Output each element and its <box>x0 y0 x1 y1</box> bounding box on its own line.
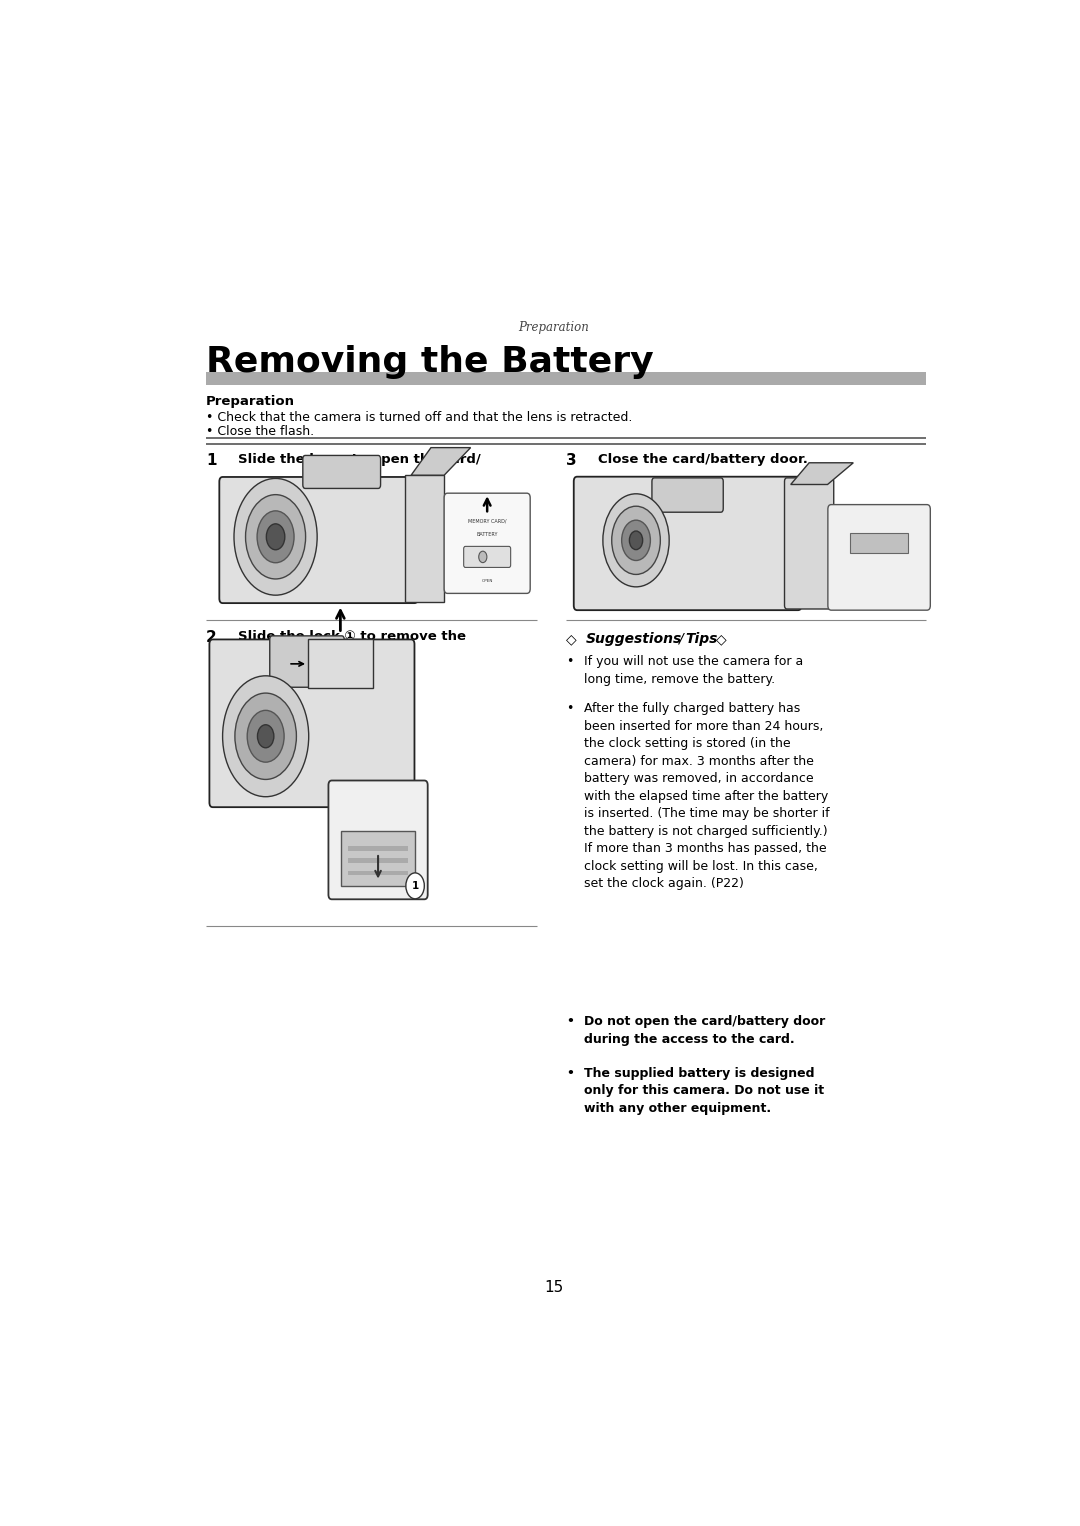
FancyBboxPatch shape <box>444 493 530 594</box>
Circle shape <box>406 873 424 899</box>
FancyBboxPatch shape <box>328 780 428 899</box>
FancyBboxPatch shape <box>573 476 801 610</box>
Circle shape <box>257 725 274 748</box>
Text: • Close the flash.: • Close the flash. <box>206 426 314 438</box>
Text: battery door.: battery door. <box>238 476 336 490</box>
Bar <box>349 859 407 862</box>
Circle shape <box>630 531 643 549</box>
Circle shape <box>267 523 285 549</box>
Bar <box>206 372 926 385</box>
Polygon shape <box>791 462 853 484</box>
Text: •: • <box>566 702 573 716</box>
Text: • Check that the camera is turned off and that the lens is retracted.: • Check that the camera is turned off an… <box>206 410 633 424</box>
Polygon shape <box>405 475 444 601</box>
Text: Removing the Battery: Removing the Battery <box>206 345 653 380</box>
Text: ◇: ◇ <box>716 632 727 645</box>
Text: •: • <box>566 1067 573 1080</box>
FancyBboxPatch shape <box>270 636 345 687</box>
Text: Suggestions: Suggestions <box>586 632 683 645</box>
Text: The supplied battery is designed
only for this camera. Do not use it
with any ot: The supplied battery is designed only fo… <box>584 1067 825 1114</box>
FancyBboxPatch shape <box>463 546 511 568</box>
Text: 15: 15 <box>544 1280 563 1296</box>
Text: •: • <box>566 1015 573 1029</box>
Circle shape <box>603 494 670 588</box>
Circle shape <box>222 676 309 797</box>
Text: Preparation: Preparation <box>518 320 589 334</box>
Bar <box>349 870 407 874</box>
Text: ◇: ◇ <box>566 632 577 645</box>
Circle shape <box>234 693 296 780</box>
Text: Slide the lever to open the card/: Slide the lever to open the card/ <box>238 453 481 467</box>
Circle shape <box>611 507 660 574</box>
Circle shape <box>257 511 294 563</box>
Text: Do not open the card/battery door
during the access to the card.: Do not open the card/battery door during… <box>584 1015 826 1045</box>
Text: 2: 2 <box>206 630 217 644</box>
FancyBboxPatch shape <box>784 478 834 609</box>
Circle shape <box>247 710 284 761</box>
Bar <box>850 534 908 552</box>
FancyBboxPatch shape <box>302 455 380 488</box>
Text: MEMORY CARD/: MEMORY CARD/ <box>468 519 507 523</box>
Text: Close the card/battery door.: Close the card/battery door. <box>598 453 808 467</box>
Bar <box>349 847 407 852</box>
Bar <box>341 832 415 887</box>
Text: 1: 1 <box>411 881 419 891</box>
Text: BATTERY: BATTERY <box>476 531 498 537</box>
FancyBboxPatch shape <box>219 478 418 603</box>
Text: •: • <box>566 656 573 668</box>
FancyBboxPatch shape <box>210 639 415 807</box>
Text: Preparation: Preparation <box>206 395 295 407</box>
Text: Tips: Tips <box>685 632 717 645</box>
FancyBboxPatch shape <box>652 478 724 513</box>
Circle shape <box>245 494 306 578</box>
Text: 3: 3 <box>566 453 577 468</box>
Text: 1: 1 <box>206 453 217 468</box>
Circle shape <box>622 520 650 560</box>
Text: /: / <box>678 632 683 645</box>
Bar <box>308 639 373 688</box>
Text: OPEN: OPEN <box>482 578 492 583</box>
Text: If you will not use the camera for a
long time, remove the battery.: If you will not use the camera for a lon… <box>584 656 804 687</box>
Text: battery.: battery. <box>238 653 297 667</box>
Circle shape <box>478 551 487 563</box>
Text: Slide the lock ① to remove the: Slide the lock ① to remove the <box>238 630 465 642</box>
Circle shape <box>234 479 318 595</box>
Polygon shape <box>411 447 471 475</box>
Text: After the fully charged battery has
been inserted for more than 24 hours,
the cl: After the fully charged battery has been… <box>584 702 831 891</box>
FancyBboxPatch shape <box>828 505 930 610</box>
